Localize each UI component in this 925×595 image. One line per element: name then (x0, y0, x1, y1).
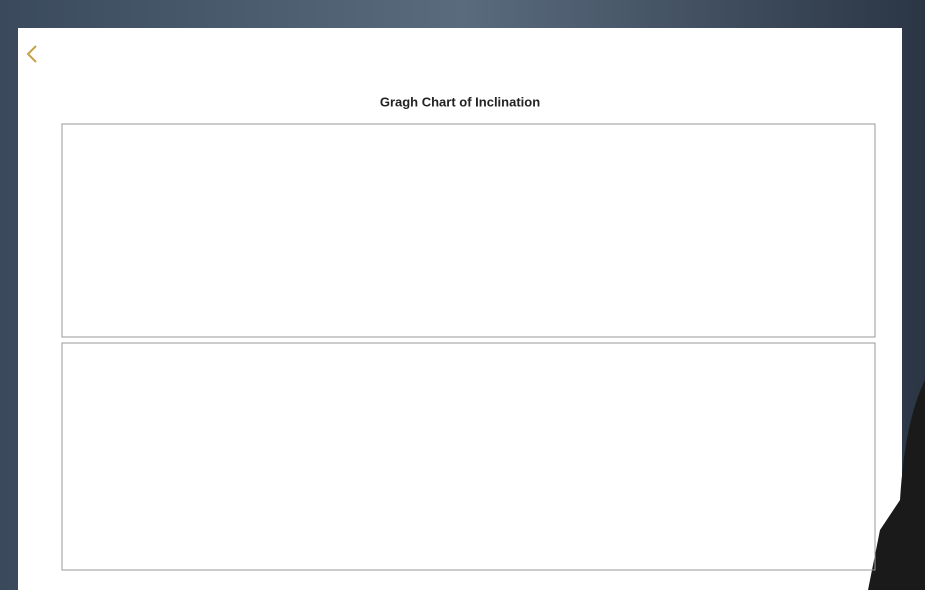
content-panel (18, 28, 902, 590)
screen: Gragh Chart of Inclination (0, 0, 925, 590)
page: Gragh Chart of Inclination (() => { cons… (0, 0, 925, 590)
page-title: Gragh Chart of Inclination (380, 94, 540, 109)
